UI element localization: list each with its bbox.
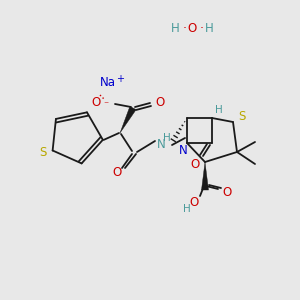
- Text: O: O: [155, 95, 165, 109]
- Text: Na: Na: [100, 76, 116, 88]
- Text: S: S: [238, 110, 246, 124]
- Text: H: H: [183, 204, 191, 214]
- Text: ·: ·: [200, 22, 204, 35]
- Text: H: H: [205, 22, 213, 35]
- Text: H: H: [171, 22, 179, 35]
- Text: H: H: [163, 133, 171, 143]
- Text: H: H: [215, 105, 223, 115]
- Text: O: O: [92, 95, 100, 109]
- Text: N: N: [178, 143, 188, 157]
- Text: S: S: [39, 146, 46, 159]
- Polygon shape: [202, 162, 208, 190]
- Text: +: +: [116, 74, 124, 84]
- Text: ·: ·: [183, 22, 187, 35]
- Text: O: O: [112, 167, 122, 179]
- Text: O: O: [188, 22, 196, 35]
- Polygon shape: [120, 106, 136, 133]
- Text: O: O: [222, 185, 232, 199]
- Text: ⁻: ⁻: [103, 100, 109, 110]
- Text: O: O: [189, 196, 199, 208]
- Text: O: O: [190, 158, 200, 172]
- Text: N: N: [157, 139, 165, 152]
